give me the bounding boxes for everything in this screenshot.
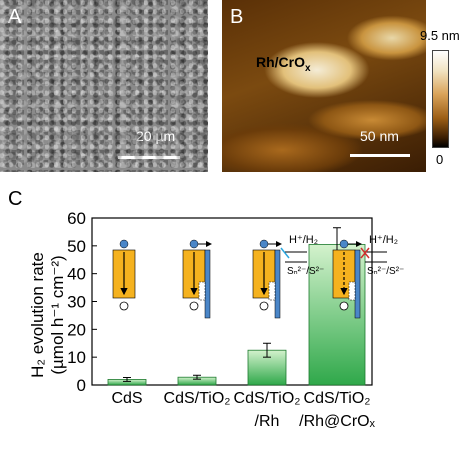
- cds-band: [112, 249, 136, 299]
- tio2-layer: [274, 249, 281, 319]
- hole-icon: [119, 301, 129, 311]
- cds-band: [252, 249, 276, 299]
- y-axis-label-line1: H₂ evolution rate: [28, 252, 47, 378]
- blocked-cross-icon: [360, 247, 370, 259]
- x-tick-label: CdS/TiO₂: [304, 390, 371, 407]
- afm-scalebar: [350, 154, 410, 157]
- blocked-cross-icon: [360, 247, 370, 259]
- y-tick-label: 0: [77, 376, 86, 395]
- x-tick-label: CdS/TiO₂: [164, 390, 231, 407]
- panel-a-letter: A: [8, 6, 22, 28]
- x-tick-label: /Rh@CrOₓ: [299, 413, 375, 430]
- bar: [247, 349, 287, 386]
- back-reaction-arrow: [280, 247, 290, 259]
- band-diagram-inset: [112, 239, 136, 311]
- hatched-layer: [348, 281, 356, 301]
- bar: [308, 244, 366, 386]
- band-diagram-inset: H⁺/H₂ Sₙ²⁻/S²⁻: [332, 234, 404, 319]
- afm-scalebar-label: 50 nm: [360, 128, 399, 144]
- y-tick-label: 60: [67, 209, 86, 228]
- cds-band: [182, 249, 206, 299]
- h-plus-h2-label: H⁺/H₂: [369, 234, 398, 246]
- hole-icon: [259, 301, 269, 311]
- sem-scalebar: [118, 156, 180, 159]
- cds-band: [332, 249, 356, 299]
- particle-label-main: Rh/CrO: [256, 54, 305, 70]
- band-diagram-inset: [182, 239, 212, 319]
- panel-b-letter: B: [230, 6, 244, 28]
- bar: [107, 379, 147, 386]
- y-tick-label: 20: [67, 320, 86, 339]
- x-tick-label: /Rh: [255, 413, 280, 430]
- y-tick-label: 40: [67, 265, 86, 284]
- colorbar-min-label: 0: [436, 152, 444, 167]
- electron-icon: [119, 239, 129, 249]
- x-tick-label: CdS/TiO₂: [234, 390, 301, 407]
- sem-image: A 20 µm: [0, 0, 208, 172]
- y-axis-label: H₂ evolution rate (µmol h⁻¹ cm⁻²): [28, 215, 68, 415]
- bar: [177, 376, 217, 386]
- hatched-layer: [198, 281, 206, 301]
- tio2-layer: [204, 249, 211, 319]
- sulfide-label: Sₙ²⁻/S²⁻: [367, 266, 404, 277]
- afm-image: B Rh/CrOx 50 nm: [222, 0, 426, 172]
- x-tick-label: CdS: [111, 390, 142, 407]
- electron-icon: [189, 239, 199, 249]
- sem-scalebar-label: 20 µm: [136, 128, 176, 144]
- hatched-layer: [268, 281, 276, 301]
- particle-label: Rh/CrOx: [256, 54, 311, 74]
- band-diagram-inset: H⁺/H₂ Sₙ²⁻/S²⁻: [252, 234, 324, 319]
- tio2-layer: [354, 249, 361, 319]
- h-plus-h2-label: H⁺/H₂: [289, 234, 318, 246]
- electron-icon: [259, 239, 269, 249]
- panel-c-letter: C: [8, 188, 23, 210]
- hole-icon: [339, 301, 349, 311]
- colorbar-max-label: 9.5 nm: [420, 28, 460, 43]
- sulfide-label: Sₙ²⁻/S²⁻: [287, 266, 324, 277]
- electron-icon: [339, 239, 349, 249]
- particle-label-sub: x: [305, 62, 311, 74]
- plot-frame: [91, 217, 373, 386]
- y-axis-label-line2: (µmol h⁻¹ cm⁻²): [48, 255, 67, 375]
- y-tick-label: 30: [67, 293, 86, 312]
- y-tick-label: 50: [67, 237, 86, 256]
- hole-icon: [189, 301, 199, 311]
- y-tick-label: 10: [67, 348, 86, 367]
- height-colorbar: [432, 50, 449, 148]
